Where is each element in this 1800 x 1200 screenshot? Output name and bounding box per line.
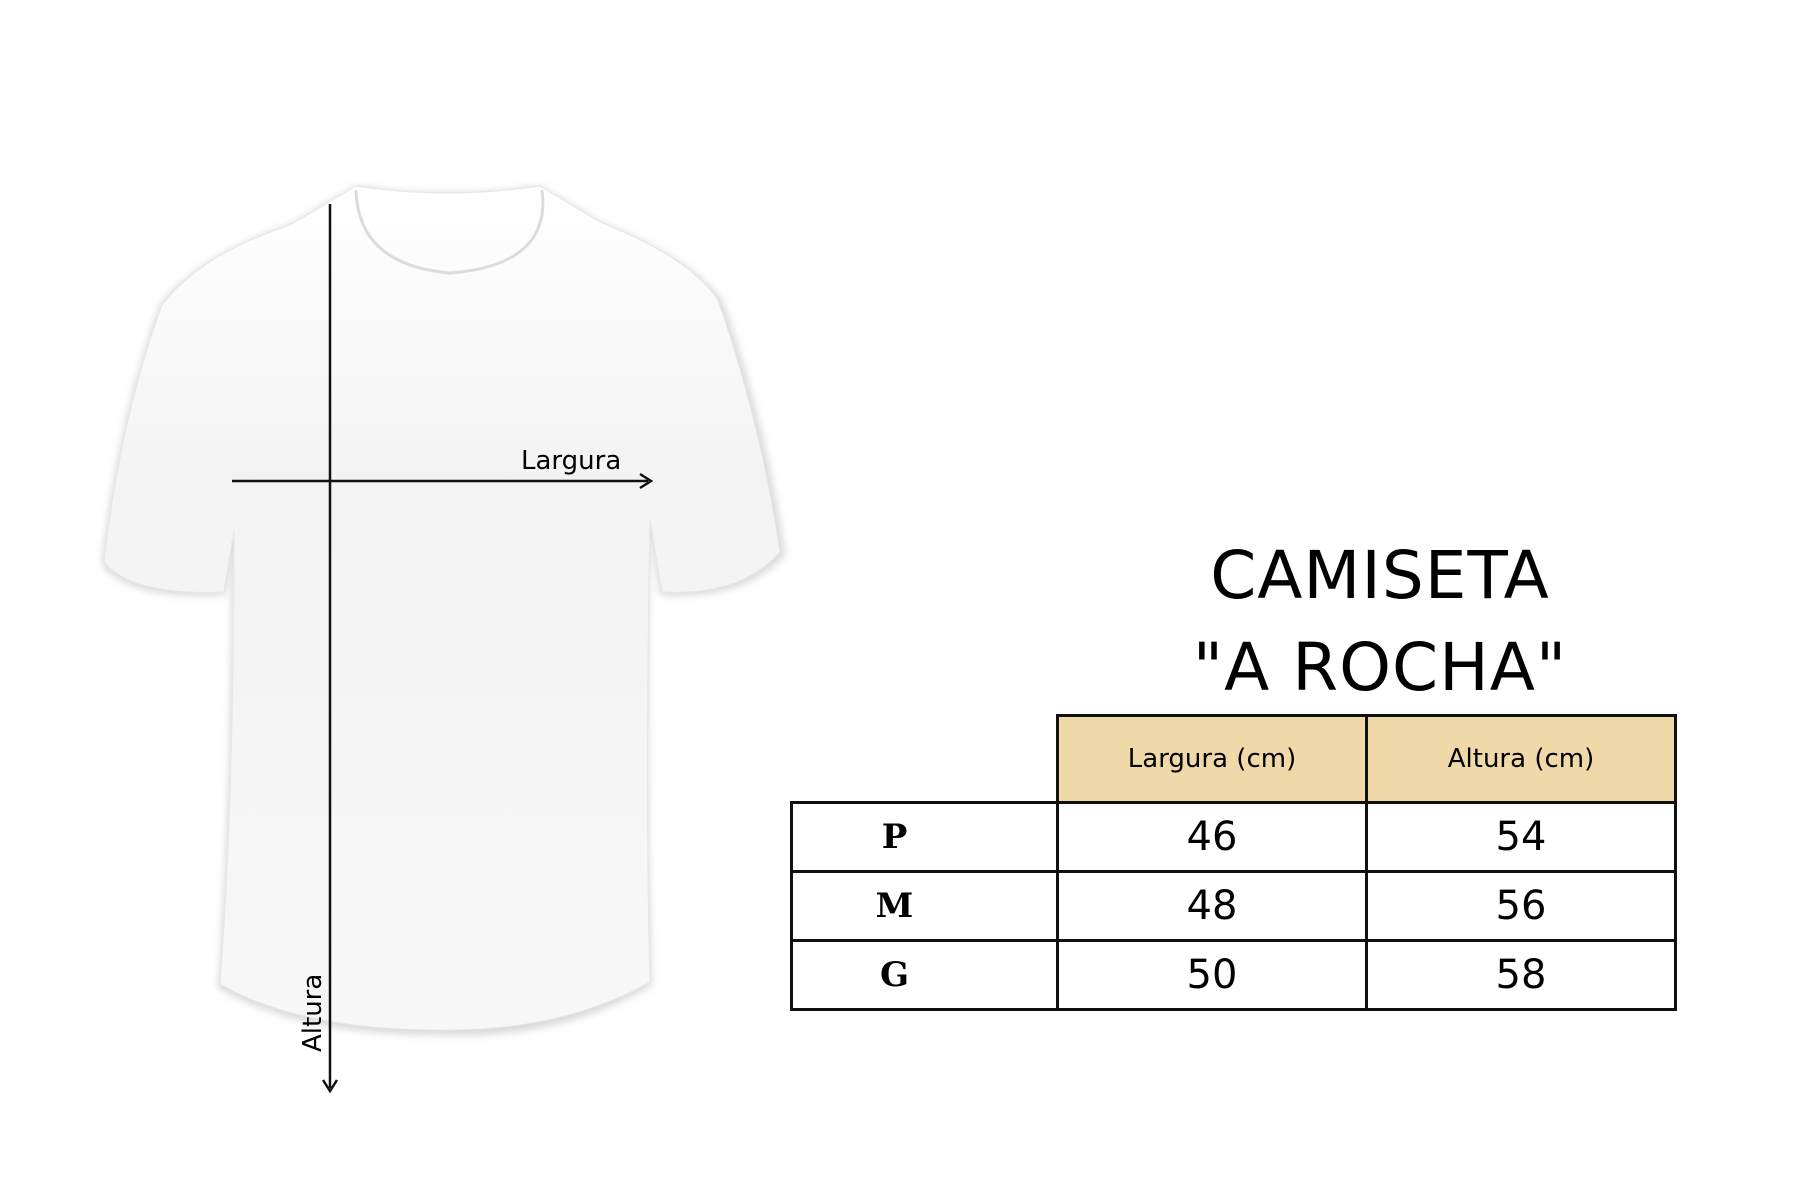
table-header-row: Largura (cm) Altura (cm) xyxy=(791,714,1677,804)
largura-cell: 50 xyxy=(1056,939,1368,1011)
largura-label: Largura xyxy=(521,446,622,476)
largura-cell: 46 xyxy=(1056,801,1368,873)
blank-cell xyxy=(791,715,1059,804)
altura-cell: 56 xyxy=(1365,870,1677,942)
page-title: CAMISETA "A ROCHA" xyxy=(1100,530,1660,714)
title-line-1: CAMISETA xyxy=(1210,537,1550,614)
altura-arrowhead-icon xyxy=(321,1079,339,1094)
altura-cell: 54 xyxy=(1365,801,1677,873)
size-cell: P xyxy=(790,801,1059,873)
table-row: G 50 58 xyxy=(790,939,1677,1011)
tshirt-body xyxy=(103,185,781,1031)
size-cell: G xyxy=(790,939,1059,1011)
header-altura: Altura (cm) xyxy=(1365,714,1677,804)
header-largura: Largura (cm) xyxy=(1056,714,1368,804)
collar xyxy=(354,189,545,275)
size-cell: M xyxy=(790,870,1059,942)
altura-label: Altura xyxy=(298,973,328,1052)
largura-cell: 48 xyxy=(1056,870,1368,942)
size-table: Largura (cm) Altura (cm) P 46 54 M 48 56… xyxy=(790,714,1677,1011)
title-line-2: "A ROCHA" xyxy=(1192,629,1568,706)
table-row: M 48 56 xyxy=(790,870,1677,942)
largura-arrowhead-icon xyxy=(639,472,654,490)
altura-cell: 58 xyxy=(1365,939,1677,1011)
table-row: P 46 54 xyxy=(790,801,1677,873)
